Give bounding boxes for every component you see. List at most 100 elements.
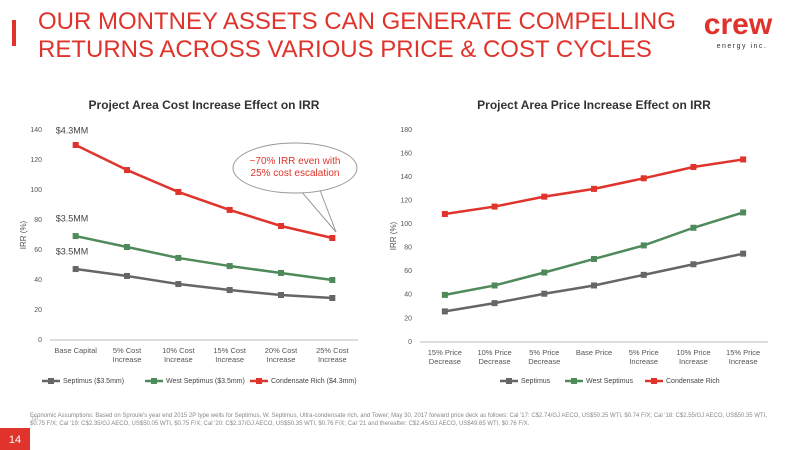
marker [226,287,233,294]
legend-marker [256,378,262,384]
x-tick-label: Base Price [575,348,613,357]
marker [226,206,233,213]
y-tick-label: 0 [38,337,42,344]
marker [278,292,284,298]
marker [591,255,597,262]
x-tick-label: 25% Cost Increase [316,346,349,364]
y-tick-label: 0 [408,339,412,346]
marker [640,242,647,249]
page-number: 14 [9,434,21,446]
title-accent [12,20,16,46]
legend-marker [571,378,577,384]
line [75,234,333,282]
legend-label: West Septimus ($3.5mm) [166,378,245,385]
marker [175,254,182,261]
y-tick-label: 80 [34,217,42,224]
y-tick-label: 100 [400,221,412,228]
marker [124,167,130,174]
marker [690,163,697,170]
y-tick-label: 60 [34,247,42,254]
marker [640,175,647,182]
page-number-box [0,428,30,450]
legend-marker [506,378,512,384]
marker [226,263,233,270]
y-tick-label: 60 [404,268,412,275]
x-tick-label: 15% Price Decrease [427,348,462,366]
marker [329,295,336,301]
marker [278,223,284,229]
y-tick-label: 120 [30,157,42,164]
marker [441,291,448,298]
marker [541,290,548,297]
x-tick-label: Base Capital [54,346,97,355]
marker [690,261,697,268]
legend-marker [151,378,157,384]
marker [124,244,130,250]
y-axis-label: IRR (%) [389,221,398,250]
marker [640,271,647,278]
y-tick-label: 160 [400,150,412,157]
x-tick-label: 10% Price Decrease [477,348,512,366]
marker [441,308,448,315]
marker [740,209,747,216]
y-tick-label: 180 [400,127,412,134]
callout-pointer-cover [300,184,320,190]
marker [491,203,498,210]
line [75,143,333,240]
y-tick-label: 100 [30,187,42,194]
x-tick-label: 20% Cost Increase [264,346,298,364]
callout-bubble [232,142,358,194]
y-tick-label: 140 [30,127,42,134]
y-axis-label: IRR (%) [19,220,28,249]
legend-label: Septimus [521,378,551,385]
legend-marker [48,378,54,384]
marker [591,185,597,192]
marker [124,272,130,279]
legend-label: Condensate Rich [666,378,720,385]
y-tick-label: 40 [404,292,412,299]
footnote-marker: (1) [32,415,38,421]
annotation: $3.5MM [56,246,89,256]
marker [329,277,336,283]
y-tick-label: 120 [400,198,412,205]
y-tick-label: 80 [404,245,412,252]
marker [175,188,182,195]
chart-title: Project Area Cost Increase Effect on IRR [89,98,320,112]
legend-label: West Septimus [586,378,633,385]
marker [690,224,697,231]
x-tick-label: 10% Cost Increase [162,346,195,364]
x-tick-label: 5% Price Increase [628,348,659,366]
marker [72,266,79,273]
marker [72,142,79,148]
marker [740,156,747,163]
x-tick-label: 5% Price Decrease [528,348,561,366]
marker [491,282,498,289]
marker [541,193,548,200]
marker [541,269,548,276]
marker [740,250,747,257]
annotation: $4.3MM [56,125,89,135]
legend-label: Condensate Rich ($4.3mm) [271,378,357,385]
annotation: $3.5MM [56,213,89,223]
marker [175,281,182,288]
y-tick-label: 20 [34,307,42,314]
x-tick-label: 5% Cost Increase [112,346,142,364]
y-tick-label: 20 [404,315,412,322]
x-tick-label: 15% Cost Increase [213,346,246,364]
legend-label: Septimus ($3.5mm) [63,378,124,385]
x-tick-label: 15% Price Increase [726,348,761,366]
callout-text: ~70% IRR even with 25% cost escalation [249,156,341,179]
logo-tagline: energy inc. [717,43,768,50]
legend-marker [651,378,657,384]
y-tick-label: 40 [34,277,42,284]
marker [329,235,336,241]
marker [591,282,597,289]
x-tick-label: 10% Price Increase [676,348,711,366]
marker [441,210,448,217]
marker [278,269,284,276]
y-tick-label: 140 [400,174,412,181]
marker [72,233,79,240]
marker [491,300,498,307]
